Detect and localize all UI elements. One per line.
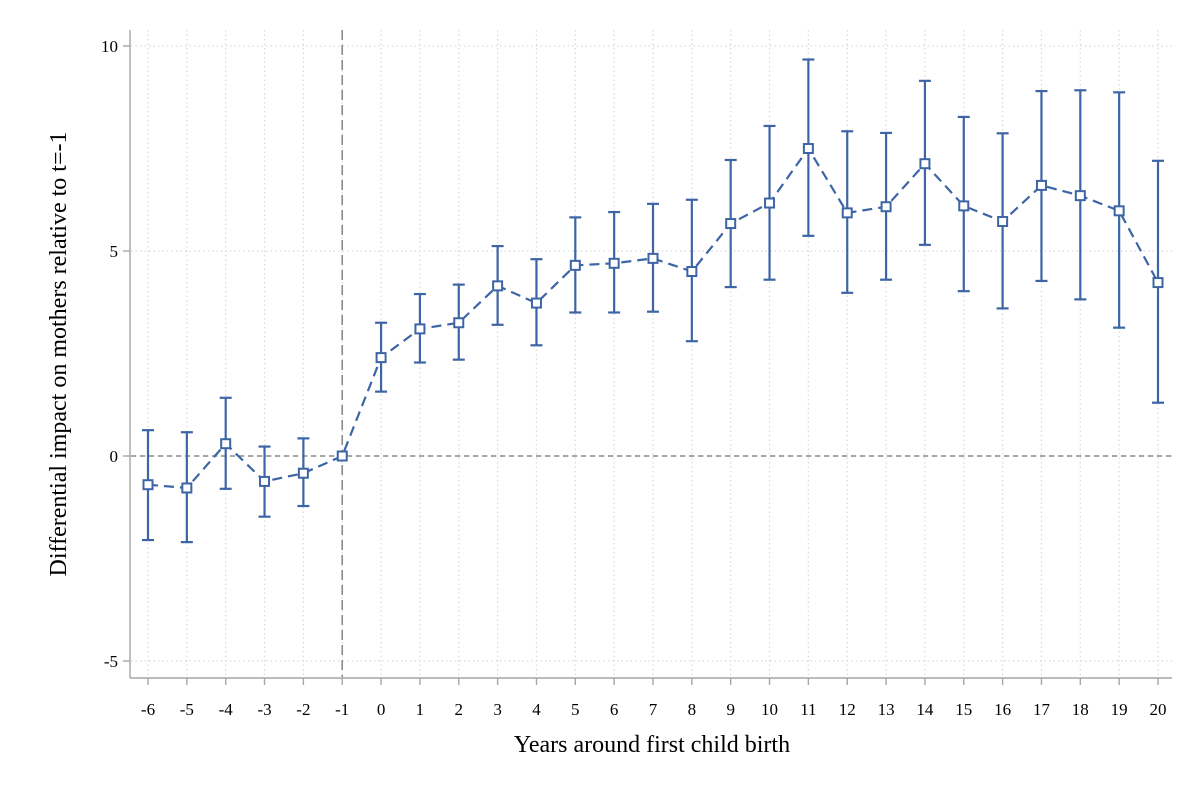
y-tick-label: 0 xyxy=(110,447,119,466)
series-line xyxy=(147,146,1159,490)
x-tick-label: -2 xyxy=(296,700,310,719)
series-line-group xyxy=(147,146,1159,490)
x-axis-ticks: -6 -5 -4 -3 -2 -1 0 1 2 3 4 5 6 7 8 9 10 11 12 13 14 15 16 17 18… xyxy=(141,678,1167,719)
x-tick-label: 0 xyxy=(377,700,386,719)
x-tick-label: 18 xyxy=(1072,700,1089,719)
x-tick-label: 11 xyxy=(800,700,816,719)
data-point xyxy=(1074,190,1086,202)
x-tick-label: 6 xyxy=(610,700,619,719)
x-tick-label: 3 xyxy=(493,700,502,719)
data-point xyxy=(259,475,271,487)
x-tick-label: 2 xyxy=(455,700,464,719)
data-point xyxy=(802,143,814,154)
y-tick-label: 5 xyxy=(110,242,119,261)
data-point xyxy=(375,352,387,364)
x-tick-label: 8 xyxy=(688,700,697,719)
data-point xyxy=(530,297,542,309)
data-point xyxy=(142,479,154,491)
data-point xyxy=(336,450,348,462)
x-tick-label: 16 xyxy=(994,700,1011,719)
data-point xyxy=(569,259,581,271)
x-tick-label: 13 xyxy=(878,700,895,719)
data-point xyxy=(764,197,776,209)
data-point xyxy=(1113,205,1125,217)
data-point xyxy=(880,201,892,213)
x-tick-label: 9 xyxy=(726,700,735,719)
x-tick-label: -1 xyxy=(335,700,349,719)
x-tick-label: -3 xyxy=(257,700,271,719)
data-point xyxy=(453,317,465,329)
y-axis-ticks: -5 0 5 10 xyxy=(101,37,130,671)
gridlines xyxy=(131,30,1172,677)
data-point xyxy=(958,200,970,212)
x-tick-label: 1 xyxy=(416,700,425,719)
y-axis-title: Differential impact on mothers relative … xyxy=(46,132,72,577)
reference-lines xyxy=(131,30,1172,677)
x-tick-label: 12 xyxy=(839,700,856,719)
data-point xyxy=(919,158,931,170)
data-point xyxy=(997,215,1009,227)
data-point xyxy=(220,438,232,450)
data-point xyxy=(608,257,620,269)
x-tick-label: 19 xyxy=(1111,700,1128,719)
x-tick-label: -6 xyxy=(141,700,155,719)
data-markers xyxy=(142,143,1164,494)
x-tick-label: -5 xyxy=(180,700,194,719)
x-tick-label: 17 xyxy=(1033,700,1051,719)
data-point xyxy=(725,218,737,230)
data-point xyxy=(492,280,504,292)
data-point xyxy=(686,266,698,277)
x-tick-label: 4 xyxy=(532,700,541,719)
data-point xyxy=(1035,179,1047,191)
x-axis-title: Years around first child birth xyxy=(514,732,790,758)
data-point xyxy=(647,252,659,264)
x-tick-label: 20 xyxy=(1150,700,1167,719)
data-point xyxy=(181,482,193,494)
x-tick-label: -4 xyxy=(219,700,234,719)
y-tick-label: -5 xyxy=(104,652,118,671)
axes xyxy=(129,30,1172,679)
data-point xyxy=(414,323,426,335)
x-tick-label: 7 xyxy=(649,700,658,719)
x-tick-label: 5 xyxy=(571,700,580,719)
y-tick-label: 10 xyxy=(101,37,118,56)
data-point xyxy=(841,207,853,219)
data-point xyxy=(297,467,309,479)
x-tick-label: 15 xyxy=(955,700,972,719)
x-tick-label: 10 xyxy=(761,700,778,719)
data-point xyxy=(1152,277,1164,289)
x-tick-label: 14 xyxy=(916,700,934,719)
error-bars xyxy=(142,58,1164,544)
